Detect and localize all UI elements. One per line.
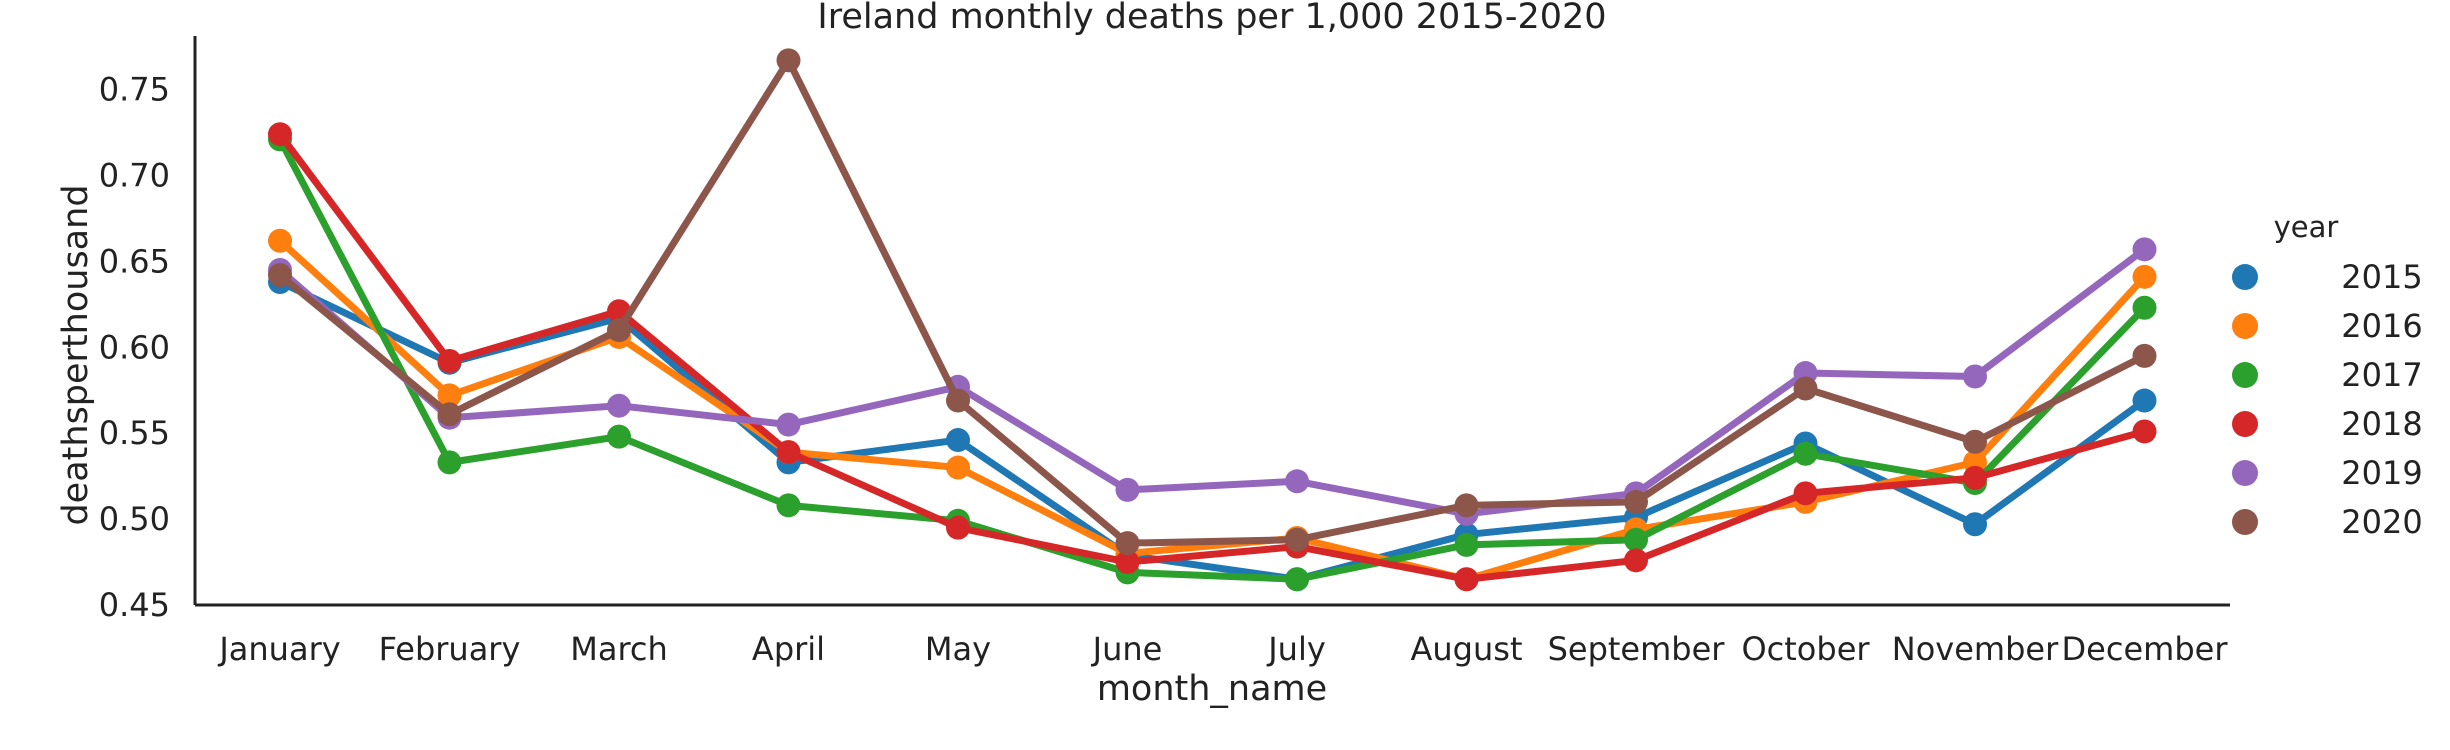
legend-marker — [2232, 411, 2258, 437]
series-line — [276, 56, 2148, 547]
x-tick-label: September — [1548, 630, 1726, 668]
data-point — [776, 48, 801, 73]
data-point — [2132, 388, 2157, 413]
x-tick-label: April — [752, 630, 825, 668]
legend-marker — [2232, 460, 2258, 486]
data-point — [1454, 567, 1479, 592]
series-line — [276, 245, 2148, 518]
data-point — [607, 318, 631, 343]
x-tick-label: November — [1892, 630, 2059, 668]
data-point — [946, 455, 970, 480]
legend-label: 2019 — [2341, 454, 2422, 492]
x-tick-label: December — [2062, 630, 2229, 668]
data-point — [437, 402, 462, 427]
legend-item: 2017 — [2232, 356, 2423, 394]
x-tick-label: August — [1411, 630, 1523, 668]
data-point — [437, 450, 462, 475]
series-2020 — [268, 48, 2157, 556]
y-tick-label: 0.50 — [99, 500, 170, 538]
y-tick-label: 0.45 — [99, 586, 170, 624]
data-point — [437, 349, 462, 374]
data-point — [2132, 237, 2157, 262]
x-tick-label: May — [925, 630, 991, 668]
x-tick-label: March — [570, 630, 668, 668]
legend-label: 2017 — [2341, 356, 2422, 394]
data-point — [776, 493, 801, 518]
data-point — [776, 440, 801, 465]
x-tick-label: October — [1741, 630, 1870, 668]
data-point — [607, 424, 631, 449]
data-point — [268, 122, 292, 147]
data-point — [1115, 531, 1140, 556]
x-tick-label: February — [379, 630, 521, 668]
data-point — [2132, 343, 2157, 368]
y-tick-label: 0.55 — [99, 414, 170, 452]
x-tick-label: January — [217, 630, 340, 668]
y-tick-label: 0.60 — [99, 328, 170, 366]
data-point — [1624, 527, 1648, 552]
legend-label: 2016 — [2341, 307, 2422, 345]
y-tick-label: 0.70 — [99, 156, 170, 194]
legend-marker — [2232, 362, 2258, 388]
series-2018 — [268, 122, 2157, 592]
series-line — [276, 130, 2148, 583]
data-point — [1624, 548, 1648, 573]
data-point — [776, 412, 801, 437]
data-point — [1115, 550, 1140, 575]
data-point — [1624, 489, 1648, 514]
data-point — [1793, 376, 1818, 401]
x-tick-label: July — [1266, 630, 1326, 668]
data-point — [607, 393, 631, 418]
data-point — [1115, 477, 1140, 502]
data-point — [946, 388, 970, 413]
data-point — [2132, 264, 2157, 289]
data-point — [2132, 295, 2157, 320]
legend: year 2015 2016 2017 2018 2019 2020 — [2232, 210, 2423, 541]
legend-item: 2015 — [2232, 258, 2423, 296]
legend-item: 2020 — [2232, 503, 2423, 541]
data-point — [946, 515, 970, 540]
data-point — [268, 263, 292, 288]
data-point — [1963, 512, 1987, 537]
legend-item: 2016 — [2232, 307, 2423, 345]
legend-item: 2019 — [2232, 454, 2423, 492]
y-tick-label: 0.65 — [99, 242, 170, 280]
legend-item: 2018 — [2232, 405, 2423, 443]
axes: 0.45 0.50 0.55 0.60 0.65 0.70 0.75 January Febru… — [99, 36, 2230, 668]
data-point — [1285, 469, 1309, 494]
data-point — [1963, 364, 1987, 389]
legend-title: year — [2274, 210, 2339, 244]
data-point — [1793, 441, 1818, 466]
data-point — [1963, 429, 1987, 454]
data-point — [946, 428, 970, 453]
legend-marker — [2232, 264, 2258, 290]
data-point — [1285, 527, 1309, 552]
x-tick-label: June — [1091, 630, 1163, 668]
data-point — [1793, 481, 1818, 506]
data-point — [1285, 567, 1309, 592]
data-point — [2132, 419, 2157, 444]
y-tick-label: 0.75 — [99, 71, 170, 109]
legend-marker — [2232, 509, 2258, 535]
data-point — [1454, 493, 1479, 518]
x-axis-label: month_name — [1097, 669, 1327, 709]
data-point — [437, 383, 462, 408]
y-axis-label: deathsperthousand — [56, 184, 96, 525]
legend-label: 2020 — [2341, 503, 2422, 541]
data-point — [1454, 532, 1479, 557]
legend-marker — [2232, 313, 2258, 339]
data-point — [268, 228, 292, 253]
series-line — [276, 135, 2148, 583]
series-layer — [268, 48, 2157, 592]
chart-title: Ireland monthly deaths per 1,000 2015-20… — [817, 0, 1606, 37]
legend-label: 2015 — [2341, 258, 2422, 296]
data-point — [1963, 465, 1987, 490]
legend-label: 2018 — [2341, 405, 2422, 443]
